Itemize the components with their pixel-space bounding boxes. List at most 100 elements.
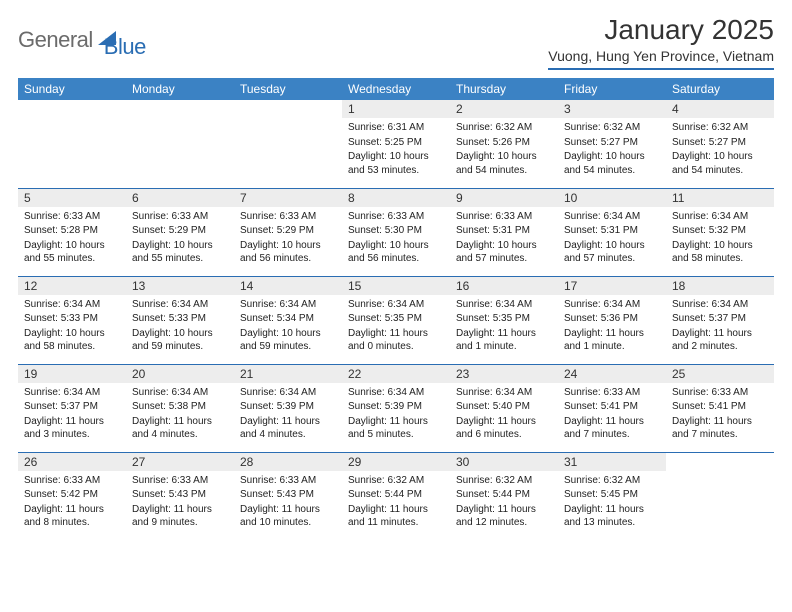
daylight-line: Daylight: 11 hours and 6 minutes.	[456, 415, 552, 442]
calendar-cell: 29 Sunrise: 6:32 AMSunset: 5:44 PMDayligh…	[342, 452, 450, 540]
day-details: Sunrise: 6:32 AMSunset: 5:45 PMDaylight:…	[558, 474, 666, 530]
day-details: Sunrise: 6:34 AMSunset: 5:35 PMDaylight:…	[450, 298, 558, 354]
day-details: Sunrise: 6:34 AMSunset: 5:33 PMDaylight:…	[126, 298, 234, 354]
daylight-line: Daylight: 11 hours and 4 minutes.	[132, 415, 228, 442]
sunset-line: Sunset: 5:41 PM	[672, 400, 768, 414]
location: Vuong, Hung Yen Province, Vietnam	[548, 48, 774, 70]
daylight-line: Daylight: 11 hours and 7 minutes.	[564, 415, 660, 442]
daylight-line: Daylight: 11 hours and 7 minutes.	[672, 415, 768, 442]
sunset-line: Sunset: 5:38 PM	[132, 400, 228, 414]
sunset-line: Sunset: 5:44 PM	[456, 488, 552, 502]
weekday-header: Monday	[126, 78, 234, 100]
calendar-week-row: 19Sunrise: 6:34 AMSunset: 5:37 PMDayligh…	[18, 364, 774, 452]
day-number: 15	[342, 277, 450, 295]
daylight-line: Daylight: 10 hours and 55 minutes.	[24, 239, 120, 266]
calendar-cell: 1Sunrise: 6:31 AMSunset: 5:25 PMDaylight…	[342, 100, 450, 188]
calendar-cell	[234, 100, 342, 188]
day-details: Sunrise: 6:32 AMSunset: 5:26 PMDaylight:…	[450, 121, 558, 177]
sunset-line: Sunset: 5:39 PM	[348, 400, 444, 414]
day-number: 16	[450, 277, 558, 295]
sunrise-line: Sunrise: 6:34 AM	[24, 298, 120, 312]
day-details: Sunrise: 6:32 AMSunset: 5:44 PMDaylight:…	[450, 474, 558, 530]
calendar-cell: 30 Sunrise: 6:32 AMSunset: 5:44 PMDayligh…	[450, 452, 558, 540]
day-number: 12	[18, 277, 126, 295]
daylight-line: Daylight: 10 hours and 56 minutes.	[348, 239, 444, 266]
day-number: 31	[558, 453, 666, 471]
sunrise-line: Sunrise: 6:33 AM	[240, 210, 336, 224]
daylight-line: Daylight: 10 hours and 58 minutes.	[672, 239, 768, 266]
sunset-line: Sunset: 5:43 PM	[240, 488, 336, 502]
sunset-line: Sunset: 5:27 PM	[564, 136, 660, 150]
sunset-line: Sunset: 5:34 PM	[240, 312, 336, 326]
calendar-cell: 5 Sunrise: 6:33 AMSunset: 5:28 PMDaylight…	[18, 188, 126, 276]
sunrise-line: Sunrise: 6:33 AM	[672, 386, 768, 400]
calendar-cell: 15Sunrise: 6:34 AMSunset: 5:35 PMDayligh…	[342, 276, 450, 364]
daylight-line: Daylight: 10 hours and 54 minutes.	[672, 150, 768, 177]
day-number: 7	[234, 189, 342, 207]
sunset-line: Sunset: 5:26 PM	[456, 136, 552, 150]
day-details: Sunrise: 6:33 AMSunset: 5:30 PMDaylight:…	[342, 210, 450, 266]
day-number: 4	[666, 100, 774, 118]
day-number: 9	[450, 189, 558, 207]
weekday-header: Saturday	[666, 78, 774, 100]
day-details: Sunrise: 6:32 AMSunset: 5:44 PMDaylight:…	[342, 474, 450, 530]
calendar-cell: 8Sunrise: 6:33 AMSunset: 5:30 PMDaylight…	[342, 188, 450, 276]
sunrise-line: Sunrise: 6:33 AM	[456, 210, 552, 224]
sunrise-line: Sunrise: 6:34 AM	[132, 298, 228, 312]
calendar-cell: 28Sunrise: 6:33 AMSunset: 5:43 PMDayligh…	[234, 452, 342, 540]
calendar-cell: 2Sunrise: 6:32 AMSunset: 5:26 PMDaylight…	[450, 100, 558, 188]
calendar-week-row: 5Sunrise: 6:33 AMSunset: 5:28 PMDaylight…	[18, 188, 774, 276]
day-number: 22	[342, 365, 450, 383]
weekday-header: Thursday	[450, 78, 558, 100]
sunset-line: Sunset: 5:29 PM	[132, 224, 228, 238]
day-details: Sunrise: 6:34 AMSunset: 5:33 PMDaylight:…	[18, 298, 126, 354]
daylight-line: Daylight: 11 hours and 5 minutes.	[348, 415, 444, 442]
day-details: Sunrise: 6:33 AMSunset: 5:41 PMDaylight:…	[558, 386, 666, 442]
calendar-week-row: 26Sunrise: 6:33 AMSunset: 5:42 PMDayligh…	[18, 452, 774, 540]
sunrise-line: Sunrise: 6:34 AM	[564, 298, 660, 312]
day-number: 5	[18, 189, 126, 207]
sunset-line: Sunset: 5:41 PM	[564, 400, 660, 414]
day-details: Sunrise: 6:34 AMSunset: 5:39 PMDaylight:…	[342, 386, 450, 442]
daylight-line: Daylight: 11 hours and 11 minutes.	[348, 503, 444, 530]
sunset-line: Sunset: 5:37 PM	[24, 400, 120, 414]
calendar-week-row: 12Sunrise: 6:34 AMSunset: 5:33 PMDayligh…	[18, 276, 774, 364]
sunrise-line: Sunrise: 6:32 AM	[456, 474, 552, 488]
sunrise-line: Sunrise: 6:34 AM	[348, 386, 444, 400]
daylight-line: Daylight: 10 hours and 57 minutes.	[564, 239, 660, 266]
day-number: 25	[666, 365, 774, 383]
sunset-line: Sunset: 5:28 PM	[24, 224, 120, 238]
sunrise-line: Sunrise: 6:33 AM	[132, 474, 228, 488]
sunrise-line: Sunrise: 6:32 AM	[348, 474, 444, 488]
calendar-cell: 14Sunrise: 6:34 AMSunset: 5:34 PMDayligh…	[234, 276, 342, 364]
sunrise-line: Sunrise: 6:34 AM	[456, 298, 552, 312]
day-number: 30	[450, 453, 558, 471]
calendar-cell: 22 Sunrise: 6:34 AMSunset: 5:39 PMDayligh…	[342, 364, 450, 452]
sunset-line: Sunset: 5:30 PM	[348, 224, 444, 238]
day-details: Sunrise: 6:32 AMSunset: 5:27 PMDaylight:…	[666, 121, 774, 177]
day-number: 11	[666, 189, 774, 207]
calendar-cell: 27Sunrise: 6:33 AMSunset: 5:43 PMDayligh…	[126, 452, 234, 540]
daylight-line: Daylight: 11 hours and 13 minutes.	[564, 503, 660, 530]
day-number: 24	[558, 365, 666, 383]
daylight-line: Daylight: 11 hours and 12 minutes.	[456, 503, 552, 530]
sunrise-line: Sunrise: 6:32 AM	[456, 121, 552, 135]
day-details: Sunrise: 6:34 AMSunset: 5:40 PMDaylight:…	[450, 386, 558, 442]
day-details: Sunrise: 6:34 AMSunset: 5:31 PMDaylight:…	[558, 210, 666, 266]
day-details: Sunrise: 6:34 AMSunset: 5:37 PMDaylight:…	[666, 298, 774, 354]
day-number: 29	[342, 453, 450, 471]
day-details: Sunrise: 6:34 AMSunset: 5:32 PMDaylight:…	[666, 210, 774, 266]
calendar-cell: 3Sunrise: 6:32 AMSunset: 5:27 PMDaylight…	[558, 100, 666, 188]
daylight-line: Daylight: 11 hours and 2 minutes.	[672, 327, 768, 354]
sunrise-line: Sunrise: 6:34 AM	[456, 386, 552, 400]
day-number: 17	[558, 277, 666, 295]
day-number: 10	[558, 189, 666, 207]
day-details: Sunrise: 6:33 AMSunset: 5:28 PMDaylight:…	[18, 210, 126, 266]
day-details: Sunrise: 6:33 AMSunset: 5:29 PMDaylight:…	[234, 210, 342, 266]
sunset-line: Sunset: 5:39 PM	[240, 400, 336, 414]
calendar-cell: 31 Sunrise: 6:32 AMSunset: 5:45 PMDayligh…	[558, 452, 666, 540]
sunset-line: Sunset: 5:31 PM	[564, 224, 660, 238]
calendar-cell: 20Sunrise: 6:34 AMSunset: 5:38 PMDayligh…	[126, 364, 234, 452]
daylight-line: Daylight: 10 hours and 53 minutes.	[348, 150, 444, 177]
logo-text-general: General	[18, 27, 93, 53]
